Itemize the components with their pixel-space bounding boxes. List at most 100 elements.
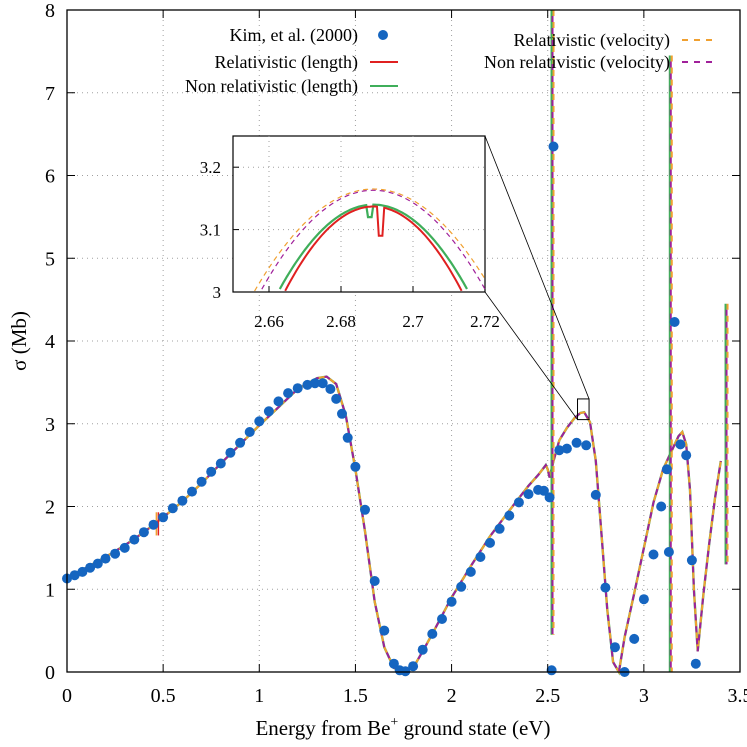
kim-data-point xyxy=(119,542,130,553)
kim-data-point xyxy=(254,416,265,427)
kim-data-point xyxy=(244,427,255,437)
kim-data-point xyxy=(196,476,207,487)
x-tick-label: 3.5 xyxy=(728,685,747,707)
kim-data-point xyxy=(638,594,649,605)
kim-data-point xyxy=(494,523,505,534)
kim-data-point xyxy=(187,486,197,497)
kim-data-point xyxy=(138,527,149,538)
kim-data-point xyxy=(561,443,572,454)
x-tick-label: 1 xyxy=(254,685,264,707)
x-tick-label: 1.5 xyxy=(343,685,368,707)
kim-data-point xyxy=(417,644,428,655)
kim-data-point xyxy=(610,642,620,653)
kim-data-point xyxy=(177,495,188,506)
kim-data-point xyxy=(427,628,438,639)
y-tick-label: 0 xyxy=(45,662,55,684)
kim-data-points xyxy=(62,141,701,677)
kim-data-point xyxy=(388,658,399,669)
kim-data-point xyxy=(446,596,457,607)
x-tick-label: 2.5 xyxy=(535,685,560,707)
y-tick-label: 6 xyxy=(45,166,55,188)
kim-data-point xyxy=(317,378,328,389)
x-axis-label: Energy from Be+ ground state (eV) xyxy=(255,715,550,740)
legend-label-rel-length: Relativistic (length) xyxy=(215,52,358,73)
kim-data-point xyxy=(69,570,80,581)
kim-data-point xyxy=(681,450,692,461)
zoom-box xyxy=(577,398,590,421)
kim-data-point xyxy=(92,558,103,569)
kim-data-point xyxy=(600,582,611,593)
kim-data-point xyxy=(465,566,476,577)
kim-data-point xyxy=(408,661,419,672)
x-axis-label-main: Energy from Be xyxy=(255,716,390,740)
kim-data-point xyxy=(158,512,169,523)
kim-data-point xyxy=(148,519,159,530)
kim-data-point xyxy=(292,383,303,394)
kim-data-point xyxy=(235,437,246,448)
kim-data-point xyxy=(273,396,284,407)
inset-x-tick-label: 2.66 xyxy=(254,312,284,331)
inset-x-tick-label: 2.72 xyxy=(470,312,500,331)
y-tick-label: 3 xyxy=(45,414,55,436)
curve-nonrel-velocity xyxy=(66,375,722,675)
kim-data-point xyxy=(400,666,411,677)
kim-data-point xyxy=(310,378,320,389)
inset-x-tick-label: 2.7 xyxy=(402,312,424,331)
inset-frame xyxy=(232,135,486,293)
kim-data-point xyxy=(325,384,336,394)
zoom-connector-bottom xyxy=(484,291,578,420)
kim-data-point xyxy=(206,466,217,477)
kim-data-point xyxy=(337,408,347,419)
inset-curve-rel-velocity xyxy=(254,188,486,292)
kim-data-point xyxy=(225,447,236,458)
x-tick-label: 2 xyxy=(447,685,457,707)
y-tick-label: 2 xyxy=(45,497,55,519)
y-axis-label: σ (Mb) xyxy=(7,311,31,371)
kim-data-point xyxy=(100,553,111,564)
kim-data-point xyxy=(690,658,701,669)
kim-data-point xyxy=(675,439,686,450)
kim-data-point xyxy=(648,549,659,560)
kim-data-point xyxy=(571,437,582,448)
inset-chart: 2.66 2.68 2.7 2.72 3 3.1 3.2 xyxy=(200,135,500,331)
legend-label-kim: Kim, et al. (2000) xyxy=(230,25,358,46)
inset-y-tick-label: 3.2 xyxy=(200,158,221,177)
kim-data-point xyxy=(360,504,370,515)
y-tick-label: 5 xyxy=(45,248,55,270)
legend: Kim, et al. (2000) Relativistic (length)… xyxy=(185,25,712,97)
kim-data-point xyxy=(581,440,592,451)
kim-data-point xyxy=(548,141,559,152)
y-tick-label: 7 xyxy=(45,83,55,105)
zoom-indicator xyxy=(484,135,590,421)
x-axis-label-tail: ground state (eV) xyxy=(398,716,550,740)
y-tick-label: 4 xyxy=(45,331,55,353)
kim-data-point xyxy=(215,458,226,469)
kim-data-point xyxy=(283,388,294,399)
legend-marker-kim xyxy=(378,30,388,40)
kim-data-point xyxy=(85,562,96,573)
x-tick-label: 0.5 xyxy=(151,685,176,707)
kim-data-point xyxy=(331,393,342,404)
kim-data-point xyxy=(129,534,140,545)
kim-data-point xyxy=(342,432,353,443)
kim-data-point xyxy=(485,537,495,548)
zoom-connector-top xyxy=(484,135,590,400)
kim-data-point xyxy=(437,614,447,624)
y-tick-label: 8 xyxy=(45,0,55,22)
kim-data-point xyxy=(513,497,524,508)
kim-data-point xyxy=(656,501,667,512)
kim-data-point xyxy=(456,581,467,592)
inset-x-tick-label: 2.68 xyxy=(326,312,356,331)
inset-y-tick-label: 3 xyxy=(213,283,222,302)
x-tick-label: 3 xyxy=(639,685,649,707)
kim-data-point xyxy=(546,665,557,676)
kim-data-point xyxy=(544,492,555,503)
inset-curve-rel-length xyxy=(284,205,463,292)
kim-data-point xyxy=(350,461,361,472)
kim-data-point xyxy=(110,548,121,559)
kim-data-point xyxy=(523,489,534,500)
legend-label-nonrel-velocity: Non relativistic (velocity) xyxy=(484,52,670,73)
curve-nonrel-length xyxy=(66,375,722,676)
kim-data-point xyxy=(538,485,549,496)
